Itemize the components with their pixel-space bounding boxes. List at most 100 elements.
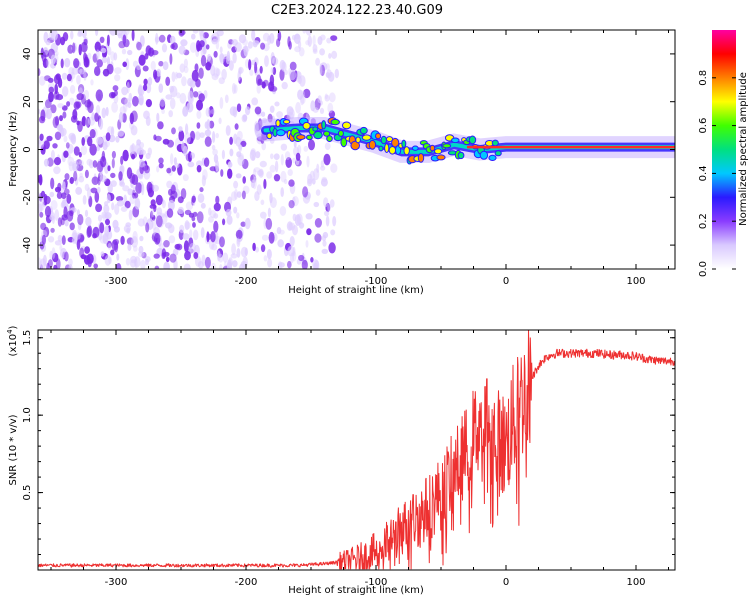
spectrogram-noise-blob <box>65 142 70 149</box>
signal-track-blob <box>488 154 497 161</box>
signal-track-blob <box>434 148 443 155</box>
spectrogram-noise-blob <box>295 102 301 114</box>
spectrogram-noise-blob <box>183 240 189 253</box>
spectrogram-noise-blob <box>180 188 187 200</box>
spectrogram-noise-blob <box>46 108 52 120</box>
spectrogram-noise-blob <box>224 94 229 104</box>
spectrogram-noise-blob <box>321 248 329 254</box>
spectrogram-noise-blob <box>154 265 160 269</box>
spectrogram-noise-blob <box>222 218 226 226</box>
spectrogram-noise-blob <box>236 151 242 158</box>
spectrogram-noise-blob <box>229 148 234 157</box>
spectrogram-noise-blob <box>240 140 247 147</box>
spectrogram-noise-blob <box>87 136 93 147</box>
spectrogram-noise-blob <box>43 200 47 206</box>
spectrogram-noise-blob <box>167 199 175 211</box>
spectrogram-noise-blob <box>330 163 338 173</box>
spectrogram-noise-blob <box>64 251 69 262</box>
spectrogram-noise-blob <box>167 139 174 148</box>
spectrogram-noise-blob <box>127 101 132 109</box>
spectrogram-noise-blob <box>289 61 297 71</box>
spectrogram-noise-blob <box>283 178 288 185</box>
spectrogram-noise-blob <box>132 186 136 194</box>
signal-track-blob <box>359 126 368 135</box>
signal-track-blob <box>282 119 291 125</box>
spectrogram-noise-blob <box>320 165 326 171</box>
spectrogram-noise-blob <box>57 217 63 227</box>
spectrogram-noise-blob <box>301 259 308 269</box>
spectrogram-noise-blob <box>169 97 176 110</box>
spectrogram-noise-blob <box>252 242 256 252</box>
spectrogram-noise-blob <box>225 55 231 65</box>
spectrogram-noise-blob <box>108 91 116 99</box>
spectrogram-noise-blob <box>170 153 174 165</box>
spectrogram-noise-blob <box>118 112 124 123</box>
spectrogram-noise-blob <box>85 54 88 64</box>
spectrogram-noise-blob <box>236 212 240 219</box>
spectrogram-noise-blob <box>66 101 71 107</box>
spectrogram-noise-blob <box>210 109 216 115</box>
spectrogram-noise-blob <box>225 209 232 217</box>
spectrogram-noise-blob <box>134 197 141 210</box>
spectrogram-noise-blob <box>128 209 133 221</box>
spectrogram-noise-blob <box>185 201 194 211</box>
spectrogram-y-label: Frequency (Hz) <box>8 111 19 187</box>
spectrogram-noise-blob <box>73 146 80 156</box>
spectrogram-noise-blob <box>69 84 76 94</box>
spectrogram-noise-blob <box>332 216 337 227</box>
spectrogram-noise-blob <box>177 206 184 215</box>
spectrogram-noise-blob <box>268 231 275 244</box>
spectrogram-noise-blob <box>226 215 233 225</box>
spectrogram-noise-blob <box>99 235 107 244</box>
spectrogram-noise-blob <box>136 147 144 155</box>
spectrogram-noise-blob <box>169 35 176 45</box>
spectrogram-noise-blob <box>265 218 273 230</box>
spectrogram-noise-blob <box>310 100 316 112</box>
spectrogram-noise-blob <box>325 215 330 227</box>
spectrogram-noise-blob <box>264 55 269 67</box>
spectrogram-noise-blob <box>158 34 166 43</box>
spectrogram-noise-blob <box>119 181 125 187</box>
spectrogram-noise-blob <box>92 226 100 238</box>
spectrogram-noise-blob <box>83 89 90 100</box>
spectrogram-noise-blob <box>41 234 47 245</box>
spectrogram-noise-blob <box>61 192 67 199</box>
spectrogram-noise-blob <box>46 135 53 142</box>
signal-track-blob <box>306 134 313 141</box>
spectrogram-noise-blob <box>179 92 187 104</box>
spectrogram-noise-blob <box>63 135 68 143</box>
spectrogram-noise-blob <box>107 243 112 250</box>
spectrogram-noise-blob <box>233 133 238 145</box>
spectrogram-noise-blob <box>59 244 63 251</box>
spectrogram-noise-blob <box>99 175 107 183</box>
spectrogram-noise-blob <box>73 171 78 182</box>
spectrogram-noise-blob <box>309 170 315 181</box>
spectrogram-noise-blob <box>87 52 92 60</box>
spectrogram-noise-blob <box>229 136 234 145</box>
spectrogram-noise-blob <box>54 131 62 141</box>
spectrogram-noise-blob <box>168 235 176 244</box>
spectrogram-noise-blob <box>120 155 124 165</box>
spectrogram-noise-blob <box>297 89 304 100</box>
spectrogram-noise-blob <box>269 105 275 113</box>
spectrogram-noise-blob <box>111 158 115 169</box>
spectrogram-noise-blob <box>124 30 130 36</box>
spectrogram-noise-blob <box>198 67 204 79</box>
spectrogram-noise-blob <box>204 129 212 137</box>
spectrogram-noise-blob <box>80 41 88 53</box>
spectrogram-noise-blob <box>270 67 274 74</box>
spectrogram-noise-blob <box>122 185 130 192</box>
spectrogram-noise-blob <box>204 136 212 147</box>
spectrogram-noise-blob <box>112 85 119 92</box>
spectrogram-noise-blob <box>95 89 104 102</box>
spectrogram-noise-blob <box>152 214 156 221</box>
spectrogram-noise-blob <box>182 233 190 240</box>
colorbar-tick-label: 0.2 <box>698 213 709 229</box>
spectrogram-noise-blob <box>133 245 138 252</box>
spectrogram-noise-blob <box>204 256 211 269</box>
spectrogram-noise-blob <box>266 249 272 260</box>
spectrogram-noise-blob <box>178 30 185 37</box>
spectrogram-noise-blob <box>192 222 196 228</box>
spectrogram-noise-blob <box>96 136 103 145</box>
spectrogram-noise-blob <box>262 32 270 42</box>
